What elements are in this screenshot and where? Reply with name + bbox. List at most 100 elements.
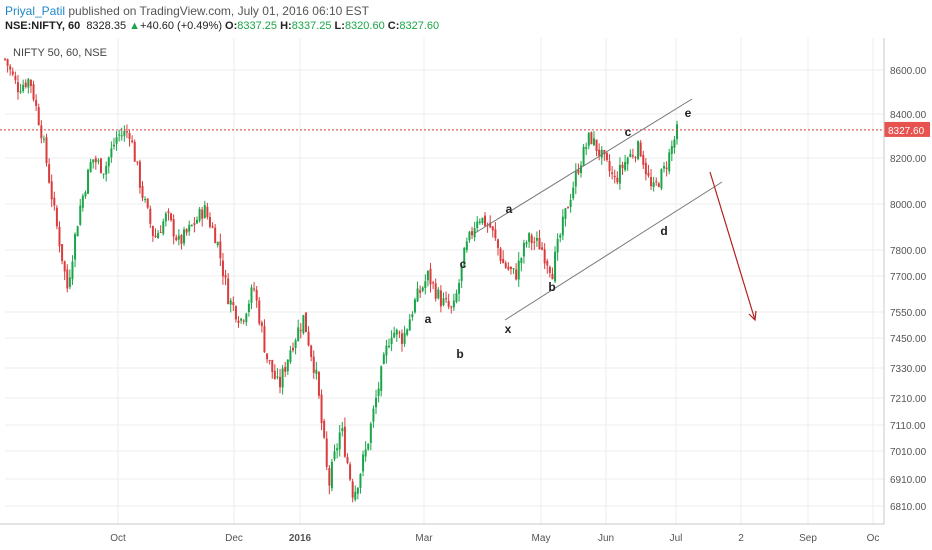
candle-body — [286, 359, 289, 372]
candle-body — [35, 100, 38, 106]
wave-label: b — [456, 347, 463, 361]
candle-body — [364, 449, 367, 457]
y-tick-label: 7800.00 — [890, 246, 927, 257]
y-tick-label: 7010.00 — [890, 447, 927, 458]
change-value: +40.60 (+0.49%) — [140, 20, 222, 32]
close-label: C: — [387, 20, 400, 32]
candle-body — [292, 347, 294, 351]
candle-body — [276, 376, 279, 378]
candle-body — [507, 266, 510, 270]
candle-body — [616, 177, 619, 183]
candle-body — [55, 207, 58, 227]
candle-body — [211, 226, 214, 228]
candle-body — [592, 138, 595, 146]
candle-body — [146, 198, 149, 208]
candle-body — [356, 487, 359, 494]
candle-body — [676, 124, 678, 140]
low-value: 8320.60 — [344, 20, 385, 32]
channel-lower-line — [504, 181, 723, 321]
candle-body — [375, 397, 378, 408]
candle-body — [403, 332, 406, 344]
candle-body — [561, 216, 564, 236]
candle-body — [600, 149, 603, 158]
candle-body — [452, 300, 455, 308]
candle-body — [273, 370, 276, 379]
chart-area[interactable]: 8327.60 a b c x a b c d e 8600.00 8400.00 8200.00 80… — [0, 38, 932, 550]
wave-label: d — [660, 224, 667, 238]
candle-body — [115, 137, 118, 144]
candle-body — [413, 299, 416, 313]
candle-body — [559, 235, 562, 238]
candle-body — [598, 149, 601, 156]
candle-body — [149, 208, 152, 224]
x-tick-label: 2 — [738, 533, 744, 544]
candle-body — [40, 125, 43, 139]
candle-body — [190, 225, 193, 227]
candle-body — [626, 157, 629, 165]
candle-body — [424, 281, 427, 288]
candle-body — [590, 132, 593, 144]
candle-body — [445, 298, 448, 300]
candle-body — [141, 185, 144, 198]
candle-body — [32, 84, 35, 100]
candle-body — [647, 172, 650, 176]
candle-body — [48, 164, 51, 183]
candle-body — [131, 140, 134, 142]
candle-body — [673, 139, 676, 148]
quote-line: NSE:NIFTY, 60 8328.35 ▲+40.60 (+0.49%) O… — [5, 20, 439, 32]
candle-body — [151, 225, 154, 236]
author-link[interactable]: Priyal_Patil — [5, 4, 66, 18]
candle-body — [473, 228, 476, 238]
candle-body — [177, 235, 180, 240]
candle-body — [89, 162, 92, 172]
candle-body — [567, 207, 570, 209]
candle-body — [481, 217, 484, 224]
candle-body — [245, 313, 248, 323]
change-up-icon: ▲ — [129, 20, 141, 32]
candle-body — [611, 172, 614, 175]
candle-body — [266, 353, 269, 360]
candle-body — [219, 241, 222, 259]
price-chart[interactable]: 8327.60 a b c x a b c d e 8600.00 8400.00 8200.00 80… — [0, 38, 932, 550]
candle-body — [63, 261, 66, 272]
candle-body — [660, 169, 663, 189]
candle-body — [471, 231, 474, 236]
candle-body — [644, 162, 647, 175]
y-tick-label: 7110.00 — [890, 421, 926, 432]
candle-body — [362, 454, 365, 472]
candle-body — [554, 251, 557, 282]
candle-body — [522, 242, 525, 257]
candle-body — [81, 195, 84, 208]
candle-body — [19, 91, 22, 93]
candle-body — [68, 277, 71, 288]
candle-body — [447, 300, 450, 307]
candle-body — [416, 288, 419, 302]
candle-body — [157, 233, 160, 239]
candle-body — [369, 423, 372, 443]
wave-label: x — [505, 322, 512, 336]
candle-body — [605, 153, 608, 160]
candle-body — [372, 408, 375, 422]
candle-body — [442, 298, 445, 306]
candle-body — [118, 134, 121, 136]
candle-body — [564, 208, 567, 219]
candle-body — [343, 426, 346, 457]
x-tick-label: Sep — [799, 533, 817, 544]
candle-body — [434, 283, 437, 299]
candle-body — [214, 227, 217, 244]
candle-body — [665, 167, 668, 169]
candle-body — [478, 221, 481, 223]
candle-body — [341, 428, 344, 432]
candle-body — [107, 157, 110, 167]
candle-body — [14, 75, 17, 81]
candle-body — [27, 79, 30, 88]
candle-body — [642, 154, 645, 165]
wave-label: a — [506, 202, 513, 216]
x-tick-label: Dec — [225, 533, 243, 544]
candle-body — [538, 237, 541, 250]
candle-body — [426, 271, 429, 281]
y-tick-label: 7210.00 — [890, 394, 927, 405]
candle-body — [650, 176, 653, 187]
candle-body — [548, 266, 551, 273]
candle-body — [367, 443, 370, 450]
